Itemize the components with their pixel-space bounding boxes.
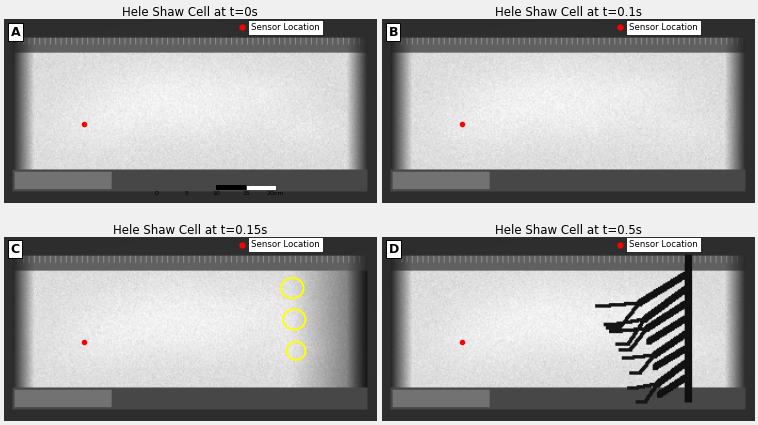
Text: Sensor Location: Sensor Location bbox=[629, 23, 698, 32]
Text: Sensor Location: Sensor Location bbox=[629, 240, 698, 249]
Text: 0: 0 bbox=[155, 191, 158, 196]
Text: D: D bbox=[389, 243, 399, 256]
Title: Hele Shaw Cell at t=0.5s: Hele Shaw Cell at t=0.5s bbox=[494, 224, 641, 237]
FancyBboxPatch shape bbox=[246, 185, 276, 190]
FancyBboxPatch shape bbox=[216, 185, 246, 190]
Text: A: A bbox=[11, 26, 20, 39]
Text: C: C bbox=[11, 243, 20, 256]
Text: 5: 5 bbox=[184, 191, 188, 196]
Text: Sensor Location: Sensor Location bbox=[252, 23, 320, 32]
Title: Hele Shaw Cell at t=0.15s: Hele Shaw Cell at t=0.15s bbox=[113, 224, 267, 237]
Text: 10: 10 bbox=[212, 191, 220, 196]
Title: Hele Shaw Cell at t=0.1s: Hele Shaw Cell at t=0.1s bbox=[494, 6, 641, 19]
Text: 20cm: 20cm bbox=[267, 191, 284, 196]
Text: 15: 15 bbox=[242, 191, 249, 196]
Text: B: B bbox=[389, 26, 398, 39]
Text: Sensor Location: Sensor Location bbox=[252, 240, 320, 249]
Title: Hele Shaw Cell at t=0s: Hele Shaw Cell at t=0s bbox=[122, 6, 258, 19]
